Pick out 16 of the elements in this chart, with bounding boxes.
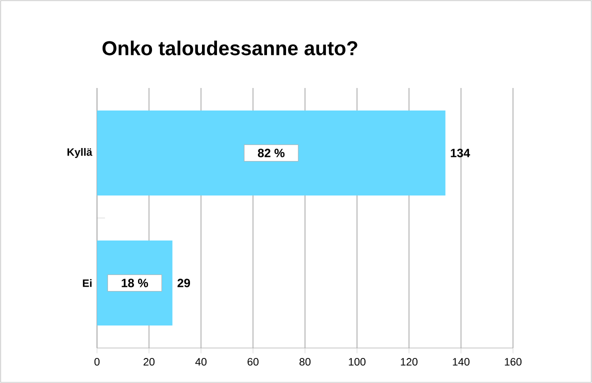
x-tick-label: 120 [400,358,418,366]
x-tick-label: 0 [94,358,100,366]
y-tick-label: Ei [82,279,92,287]
y-tick-label: Kyllä [68,148,92,158]
x-tick-label: 60 [248,358,259,366]
x-tick-label: 100 [348,358,366,366]
chart-title: Onko taloudessanne auto? [102,40,358,56]
x-tick-label: 40 [195,358,207,366]
data-label: 29 [178,278,190,288]
x-tick-label: 140 [452,358,470,366]
x-tick-label: 80 [300,358,311,366]
annotation: 18 % [122,278,148,288]
x-tick-label: 20 [144,358,155,366]
data-label: 134 [450,148,470,158]
annotation: 82 % [258,148,285,158]
x-tick-label: 160 [504,358,522,366]
